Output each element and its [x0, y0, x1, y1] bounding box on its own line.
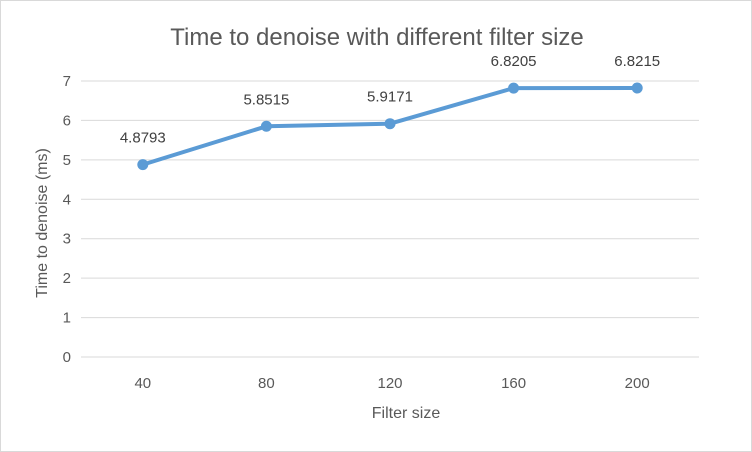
x-tick-label: 160 [501, 375, 526, 392]
data-label: 5.9171 [367, 89, 413, 106]
series-time-to-denoise [137, 82, 643, 171]
data-point [631, 82, 643, 94]
y-axis-ticks: 0 1 2 3 4 5 6 7 [63, 73, 71, 366]
data-label: 5.8515 [243, 91, 289, 108]
x-tick-label: 80 [258, 375, 275, 392]
y-tick-label: 5 [63, 152, 71, 169]
y-axis-title: Time to denoise (ms) [34, 148, 51, 298]
data-labels: 4.8793 5.8515 5.9171 6.8205 6.8215 [120, 53, 660, 147]
y-tick-label: 1 [63, 310, 71, 327]
x-axis-title: Filter size [372, 405, 441, 422]
data-point [260, 120, 272, 132]
data-point [137, 159, 149, 171]
x-axis-ticks: 40 80 120 160 200 [134, 375, 649, 392]
y-tick-label: 3 [63, 231, 71, 248]
data-label: 6.8215 [614, 53, 660, 70]
x-tick-label: 200 [625, 375, 650, 392]
y-tick-label: 7 [63, 73, 71, 90]
gridlines [81, 80, 699, 358]
y-tick-label: 6 [63, 112, 71, 129]
y-tick-label: 4 [63, 191, 71, 208]
x-tick-label: 120 [377, 375, 402, 392]
y-tick-label: 0 [63, 349, 71, 366]
data-label: 6.8205 [491, 53, 537, 70]
y-tick-label: 2 [63, 270, 71, 287]
x-tick-label: 40 [134, 375, 151, 392]
chart-title: Time to denoise with different filter si… [170, 24, 584, 51]
data-point [508, 82, 520, 94]
data-point [384, 118, 396, 130]
data-label: 4.8793 [120, 130, 166, 147]
